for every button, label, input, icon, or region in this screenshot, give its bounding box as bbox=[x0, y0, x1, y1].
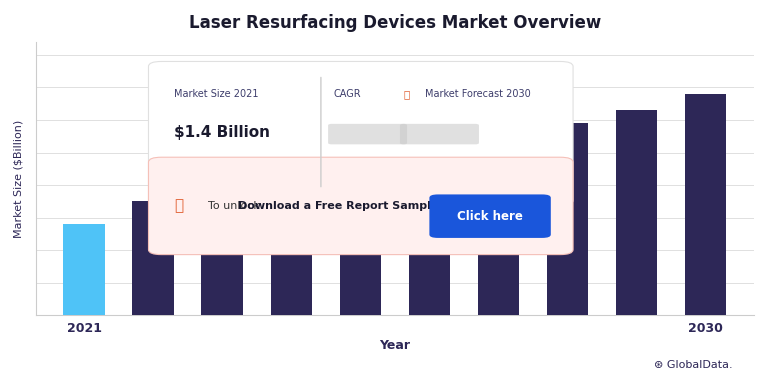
Bar bbox=[547, 123, 588, 315]
Text: 🔒: 🔒 bbox=[174, 198, 184, 213]
Bar bbox=[201, 185, 243, 315]
Text: Click here: Click here bbox=[457, 210, 523, 223]
Bar bbox=[478, 136, 519, 315]
Text: Market Forecast 2030: Market Forecast 2030 bbox=[425, 89, 531, 99]
Bar bbox=[685, 94, 727, 315]
FancyBboxPatch shape bbox=[400, 124, 479, 144]
Text: Download a Free Report Sample: Download a Free Report Sample bbox=[237, 201, 438, 211]
Text: CAGR: CAGR bbox=[334, 89, 362, 99]
Text: To unlock: To unlock bbox=[208, 201, 263, 211]
Text: $1.4 Billion: $1.4 Billion bbox=[174, 125, 270, 140]
Text: 🔒: 🔒 bbox=[403, 89, 410, 99]
Y-axis label: Market Size ($Billion): Market Size ($Billion) bbox=[14, 120, 24, 238]
Text: Market Size 2021: Market Size 2021 bbox=[174, 89, 259, 99]
Text: ⊛ GlobalData.: ⊛ GlobalData. bbox=[654, 360, 733, 370]
Title: Laser Resurfacing Devices Market Overview: Laser Resurfacing Devices Market Overvie… bbox=[189, 14, 601, 32]
Bar bbox=[132, 201, 174, 315]
FancyBboxPatch shape bbox=[148, 157, 573, 255]
FancyBboxPatch shape bbox=[328, 124, 407, 144]
FancyBboxPatch shape bbox=[148, 61, 573, 205]
Bar bbox=[270, 172, 312, 315]
FancyBboxPatch shape bbox=[429, 194, 551, 238]
Bar bbox=[616, 110, 657, 315]
X-axis label: Year: Year bbox=[379, 340, 410, 352]
Bar bbox=[409, 149, 450, 315]
Bar bbox=[339, 159, 381, 315]
Bar bbox=[63, 224, 104, 315]
